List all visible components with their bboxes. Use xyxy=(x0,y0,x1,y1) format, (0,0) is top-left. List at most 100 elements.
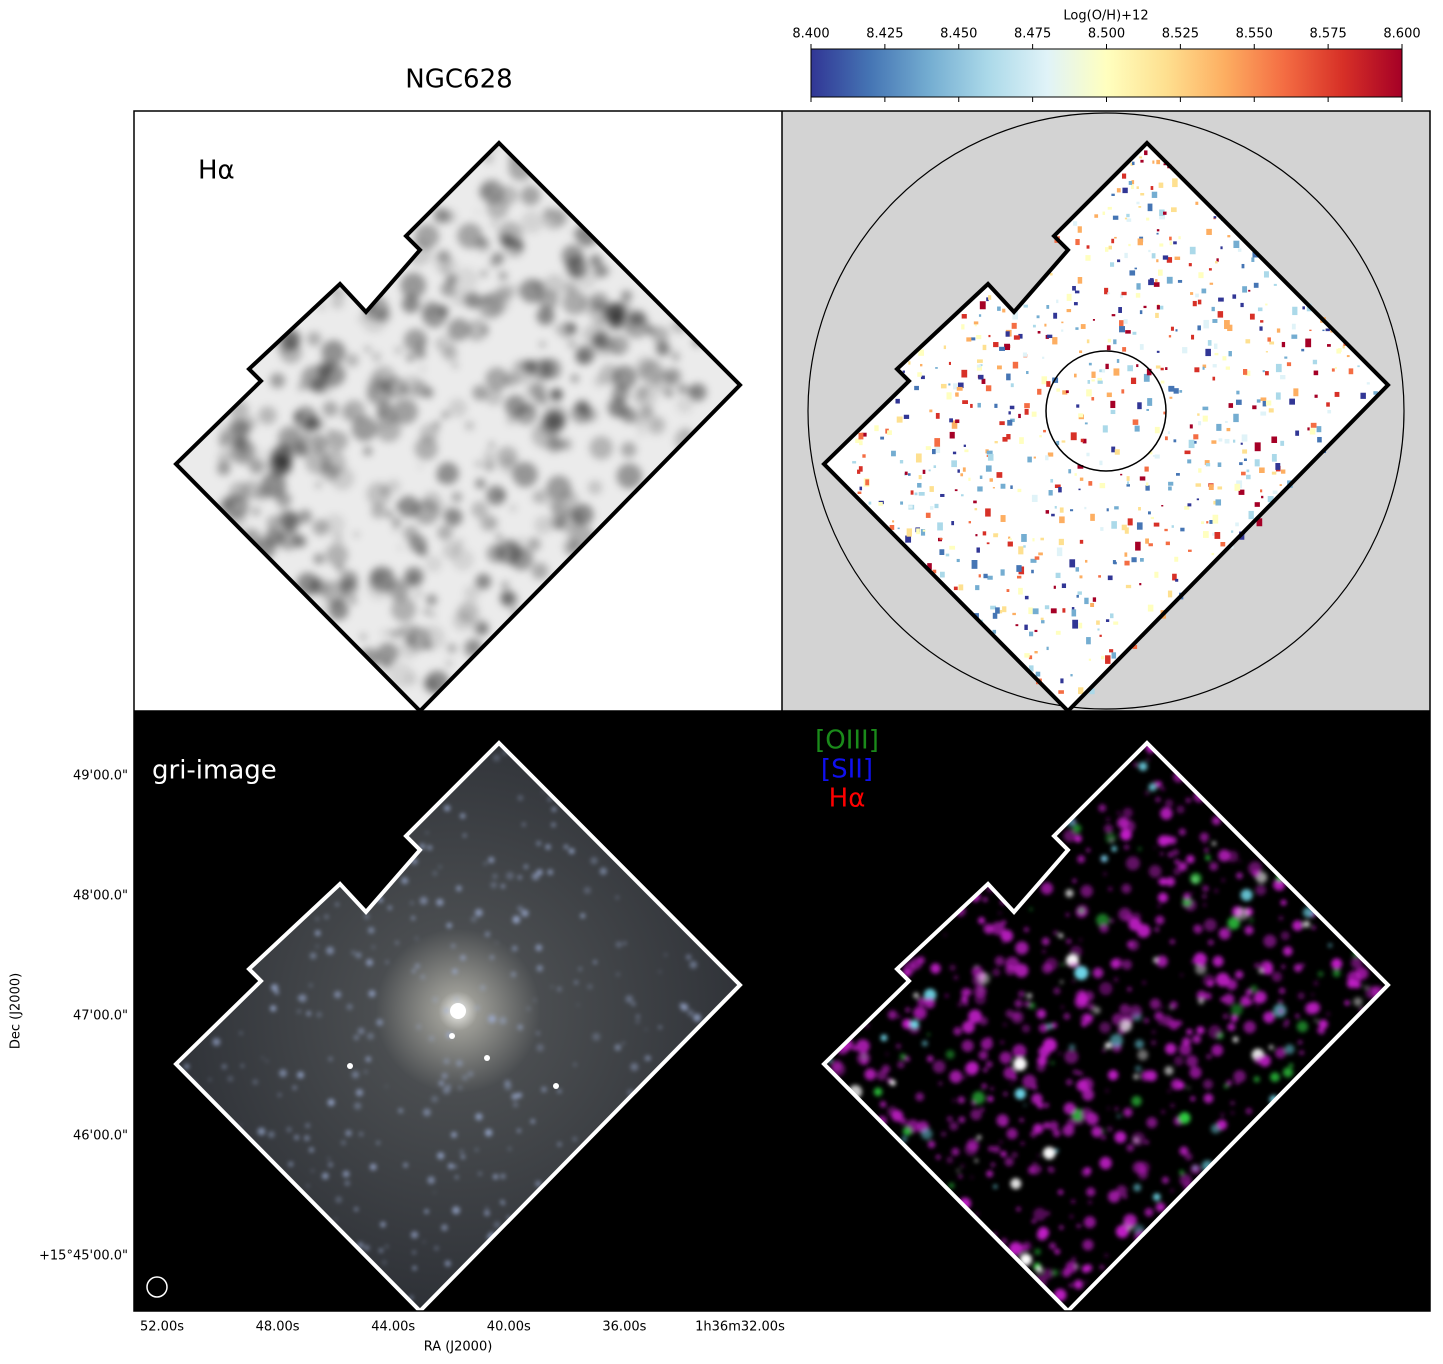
star-cluster xyxy=(208,1078,211,1081)
hii-region xyxy=(914,492,918,496)
hii-region xyxy=(974,324,977,327)
hii-region xyxy=(1159,209,1165,216)
emission-blob xyxy=(380,659,391,670)
emission-blob xyxy=(672,353,680,361)
hii-region xyxy=(1126,476,1130,481)
emission-knot xyxy=(1045,1211,1051,1216)
hii-region xyxy=(1233,413,1239,423)
emission-knot xyxy=(1193,1165,1198,1170)
emission-knot xyxy=(1146,1117,1158,1128)
hii-region xyxy=(956,386,963,391)
hii-region xyxy=(1169,396,1173,399)
hii-region xyxy=(1033,456,1036,459)
emission-knot xyxy=(1099,1265,1104,1270)
emission-knot xyxy=(1297,992,1305,1000)
hii-region xyxy=(1168,385,1175,392)
hii-region xyxy=(1147,203,1153,212)
emission-knot xyxy=(1054,1248,1060,1255)
star-cluster xyxy=(334,990,342,999)
hii-region xyxy=(1113,339,1117,345)
emission-knot xyxy=(1058,933,1063,938)
emission-blob xyxy=(422,387,434,399)
emission-blob xyxy=(475,209,480,215)
emission-knot xyxy=(1131,1132,1146,1146)
emission-knot xyxy=(1203,1079,1214,1090)
star-cluster xyxy=(622,1042,625,1045)
emission-blob xyxy=(570,374,579,383)
hii-region xyxy=(1213,216,1217,219)
hii-region xyxy=(1050,478,1054,483)
hii-region xyxy=(1049,273,1053,276)
hii-region xyxy=(1022,352,1028,357)
hii-region xyxy=(1119,293,1123,298)
emission-blob xyxy=(388,662,414,689)
hii-region xyxy=(1130,162,1134,166)
emission-blob xyxy=(385,510,394,519)
star-cluster xyxy=(353,1035,359,1041)
emission-blob xyxy=(294,535,307,548)
hii-region xyxy=(1092,597,1097,602)
emission-knot xyxy=(864,1068,877,1081)
star-cluster xyxy=(379,1248,383,1253)
hii-region xyxy=(1174,256,1181,260)
hii-region xyxy=(917,372,922,377)
emission-blob xyxy=(488,257,500,269)
emission-knot xyxy=(964,1062,979,1076)
emission-knot xyxy=(1099,1021,1111,1034)
emission-knot xyxy=(1176,1020,1183,1026)
star-cluster xyxy=(351,950,356,955)
hii-region xyxy=(940,383,947,389)
emission-knot xyxy=(1275,1047,1286,1059)
star-cluster xyxy=(324,914,329,920)
emission-knot xyxy=(1157,892,1169,903)
star-cluster xyxy=(335,902,339,907)
emission-blob xyxy=(391,596,417,622)
star-cluster xyxy=(327,1098,335,1107)
emission-knot xyxy=(1174,859,1180,865)
hii-region xyxy=(1032,608,1039,615)
hii-region xyxy=(1206,521,1209,524)
emission-blob xyxy=(218,429,228,439)
star-cluster xyxy=(631,1001,636,1006)
hii-region xyxy=(1224,320,1230,330)
hii-region xyxy=(955,419,960,424)
emission-knot xyxy=(1134,1065,1142,1073)
emission-blob xyxy=(483,449,495,461)
emission-blob xyxy=(274,446,291,463)
hii-region xyxy=(994,403,998,408)
emission-knot xyxy=(1202,974,1216,987)
star-cluster xyxy=(664,953,667,956)
hii-region xyxy=(1073,302,1078,306)
emission-blob xyxy=(441,411,449,419)
emission-knot xyxy=(1263,1011,1275,1024)
star-cluster xyxy=(513,1102,519,1108)
emission-knot xyxy=(873,1087,883,1097)
star-cluster xyxy=(536,965,544,972)
star-cluster xyxy=(592,1032,601,1041)
emission-knot xyxy=(1072,824,1082,834)
hii-region xyxy=(1091,371,1096,378)
hii-region xyxy=(1017,488,1022,493)
emission-knot xyxy=(1328,943,1332,948)
hii-region xyxy=(982,531,987,536)
star-cluster xyxy=(536,869,543,876)
hii-region xyxy=(1046,381,1051,387)
hii-region xyxy=(1240,302,1244,308)
emission-knot xyxy=(1063,1013,1071,1020)
emission-knot xyxy=(949,964,956,971)
emission-knot xyxy=(1168,1019,1179,1030)
emission-knot xyxy=(1033,1162,1037,1165)
emission-blob xyxy=(501,581,510,590)
emission-knot xyxy=(1000,1150,1007,1158)
emission-blob xyxy=(386,570,392,576)
star-cluster xyxy=(557,986,562,992)
emission-knot xyxy=(1148,864,1162,878)
hii-region xyxy=(1082,438,1087,444)
emission-knot xyxy=(1224,1084,1229,1089)
hii-region xyxy=(918,349,925,356)
hii-region xyxy=(1123,319,1128,324)
hii-region xyxy=(1196,498,1200,501)
star-cluster xyxy=(315,917,319,921)
emission-knot xyxy=(1157,904,1161,908)
hii-region xyxy=(953,383,958,390)
